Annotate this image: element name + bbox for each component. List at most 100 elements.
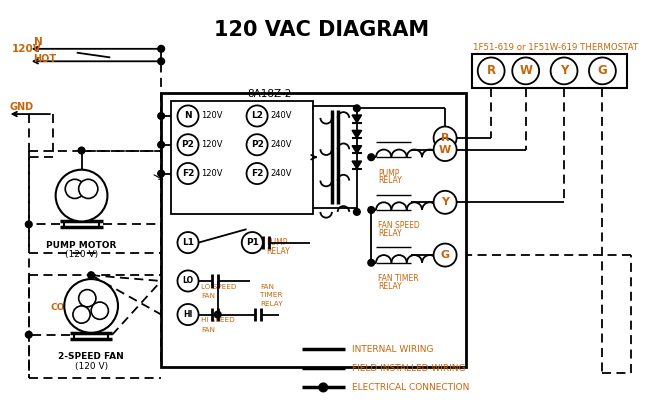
Circle shape xyxy=(78,179,98,199)
Polygon shape xyxy=(352,146,362,153)
Text: N: N xyxy=(34,37,42,47)
Circle shape xyxy=(178,270,198,292)
Circle shape xyxy=(433,243,457,266)
Text: RELAY: RELAY xyxy=(267,247,290,256)
Text: RELAY: RELAY xyxy=(378,229,402,238)
Text: LO: LO xyxy=(89,295,100,304)
Text: COM: COM xyxy=(51,303,74,312)
Circle shape xyxy=(178,106,198,127)
Text: RELAY: RELAY xyxy=(378,282,402,291)
Text: LO: LO xyxy=(182,277,194,285)
Circle shape xyxy=(247,134,267,155)
Circle shape xyxy=(368,207,375,213)
Text: FAN: FAN xyxy=(202,293,216,300)
Circle shape xyxy=(242,232,263,253)
Circle shape xyxy=(65,179,84,199)
Circle shape xyxy=(433,191,457,214)
Text: Y: Y xyxy=(560,65,568,78)
Text: HI: HI xyxy=(184,310,193,319)
Circle shape xyxy=(25,221,32,228)
Circle shape xyxy=(158,46,165,52)
Circle shape xyxy=(158,58,165,65)
Circle shape xyxy=(478,57,505,84)
Text: FAN: FAN xyxy=(260,284,274,290)
Text: R: R xyxy=(486,65,496,78)
Circle shape xyxy=(589,57,616,84)
Circle shape xyxy=(433,138,457,161)
Text: PUMP: PUMP xyxy=(378,169,399,178)
Text: G: G xyxy=(598,65,607,78)
Text: 8A18Z-2: 8A18Z-2 xyxy=(247,89,292,99)
Circle shape xyxy=(214,311,221,318)
Text: FAN TIMER: FAN TIMER xyxy=(378,274,419,283)
Text: 120 VAC DIAGRAM: 120 VAC DIAGRAM xyxy=(214,20,429,40)
Text: LO SPEED: LO SPEED xyxy=(202,284,237,290)
Text: (120 V): (120 V) xyxy=(65,250,98,259)
Polygon shape xyxy=(352,161,362,169)
Text: FAN: FAN xyxy=(202,327,216,333)
Circle shape xyxy=(78,290,96,307)
Circle shape xyxy=(178,134,198,155)
Text: HOT: HOT xyxy=(34,54,57,64)
Circle shape xyxy=(78,147,85,154)
Text: N: N xyxy=(184,111,192,121)
Text: L2: L2 xyxy=(251,111,263,121)
Text: RELAY: RELAY xyxy=(260,301,283,307)
Text: PUMP MOTOR: PUMP MOTOR xyxy=(46,241,117,250)
Text: R: R xyxy=(441,133,450,143)
Text: ELECTRICAL CONNECTION: ELECTRICAL CONNECTION xyxy=(352,383,470,392)
Text: F2: F2 xyxy=(251,169,263,178)
Text: INTERNAL WIRING: INTERNAL WIRING xyxy=(352,344,433,354)
Circle shape xyxy=(247,106,267,127)
Text: F2: F2 xyxy=(182,169,194,178)
Text: 120V: 120V xyxy=(202,140,223,149)
Text: P2: P2 xyxy=(251,140,263,149)
Text: 240V: 240V xyxy=(271,140,292,149)
Circle shape xyxy=(178,232,198,253)
Text: P1: P1 xyxy=(246,238,259,247)
Text: 1F51-619 or 1F51W-619 THERMOSTAT: 1F51-619 or 1F51W-619 THERMOSTAT xyxy=(473,43,638,52)
Circle shape xyxy=(368,259,375,266)
Circle shape xyxy=(158,170,165,177)
Circle shape xyxy=(88,272,94,279)
Text: HI SPEED: HI SPEED xyxy=(202,318,235,323)
Circle shape xyxy=(551,57,578,84)
Text: W: W xyxy=(439,145,451,155)
Bar xyxy=(472,54,627,88)
Text: L1: L1 xyxy=(182,238,194,247)
Text: TIMER: TIMER xyxy=(260,292,282,298)
Text: FIELD INSTALLED WIRING: FIELD INSTALLED WIRING xyxy=(352,364,466,373)
Text: RELAY: RELAY xyxy=(378,176,402,185)
Circle shape xyxy=(433,127,457,150)
Text: 120V: 120V xyxy=(202,111,223,121)
Polygon shape xyxy=(352,115,362,123)
Text: W: W xyxy=(519,65,532,78)
Circle shape xyxy=(64,279,118,333)
Text: GND: GND xyxy=(9,102,34,112)
Circle shape xyxy=(158,141,165,148)
Circle shape xyxy=(73,306,90,323)
Circle shape xyxy=(354,209,360,215)
Text: Y: Y xyxy=(441,197,449,207)
Bar xyxy=(161,93,466,367)
Text: 2-SPEED FAN: 2-SPEED FAN xyxy=(58,352,124,361)
Circle shape xyxy=(247,163,267,184)
Text: 240V: 240V xyxy=(271,169,292,178)
Circle shape xyxy=(56,170,107,222)
Circle shape xyxy=(178,304,198,325)
Text: 120V: 120V xyxy=(202,169,223,178)
Text: FAN SPEED: FAN SPEED xyxy=(378,222,419,230)
Circle shape xyxy=(158,113,165,119)
Circle shape xyxy=(354,105,360,111)
Polygon shape xyxy=(352,130,362,138)
Text: (120 V): (120 V) xyxy=(74,362,108,370)
Bar xyxy=(171,101,313,214)
Circle shape xyxy=(178,163,198,184)
Circle shape xyxy=(513,57,539,84)
Text: 240V: 240V xyxy=(271,111,292,121)
Text: PUMP: PUMP xyxy=(267,238,288,247)
Circle shape xyxy=(25,331,32,338)
Text: P2: P2 xyxy=(182,140,194,149)
Circle shape xyxy=(368,154,375,160)
Circle shape xyxy=(319,383,328,392)
